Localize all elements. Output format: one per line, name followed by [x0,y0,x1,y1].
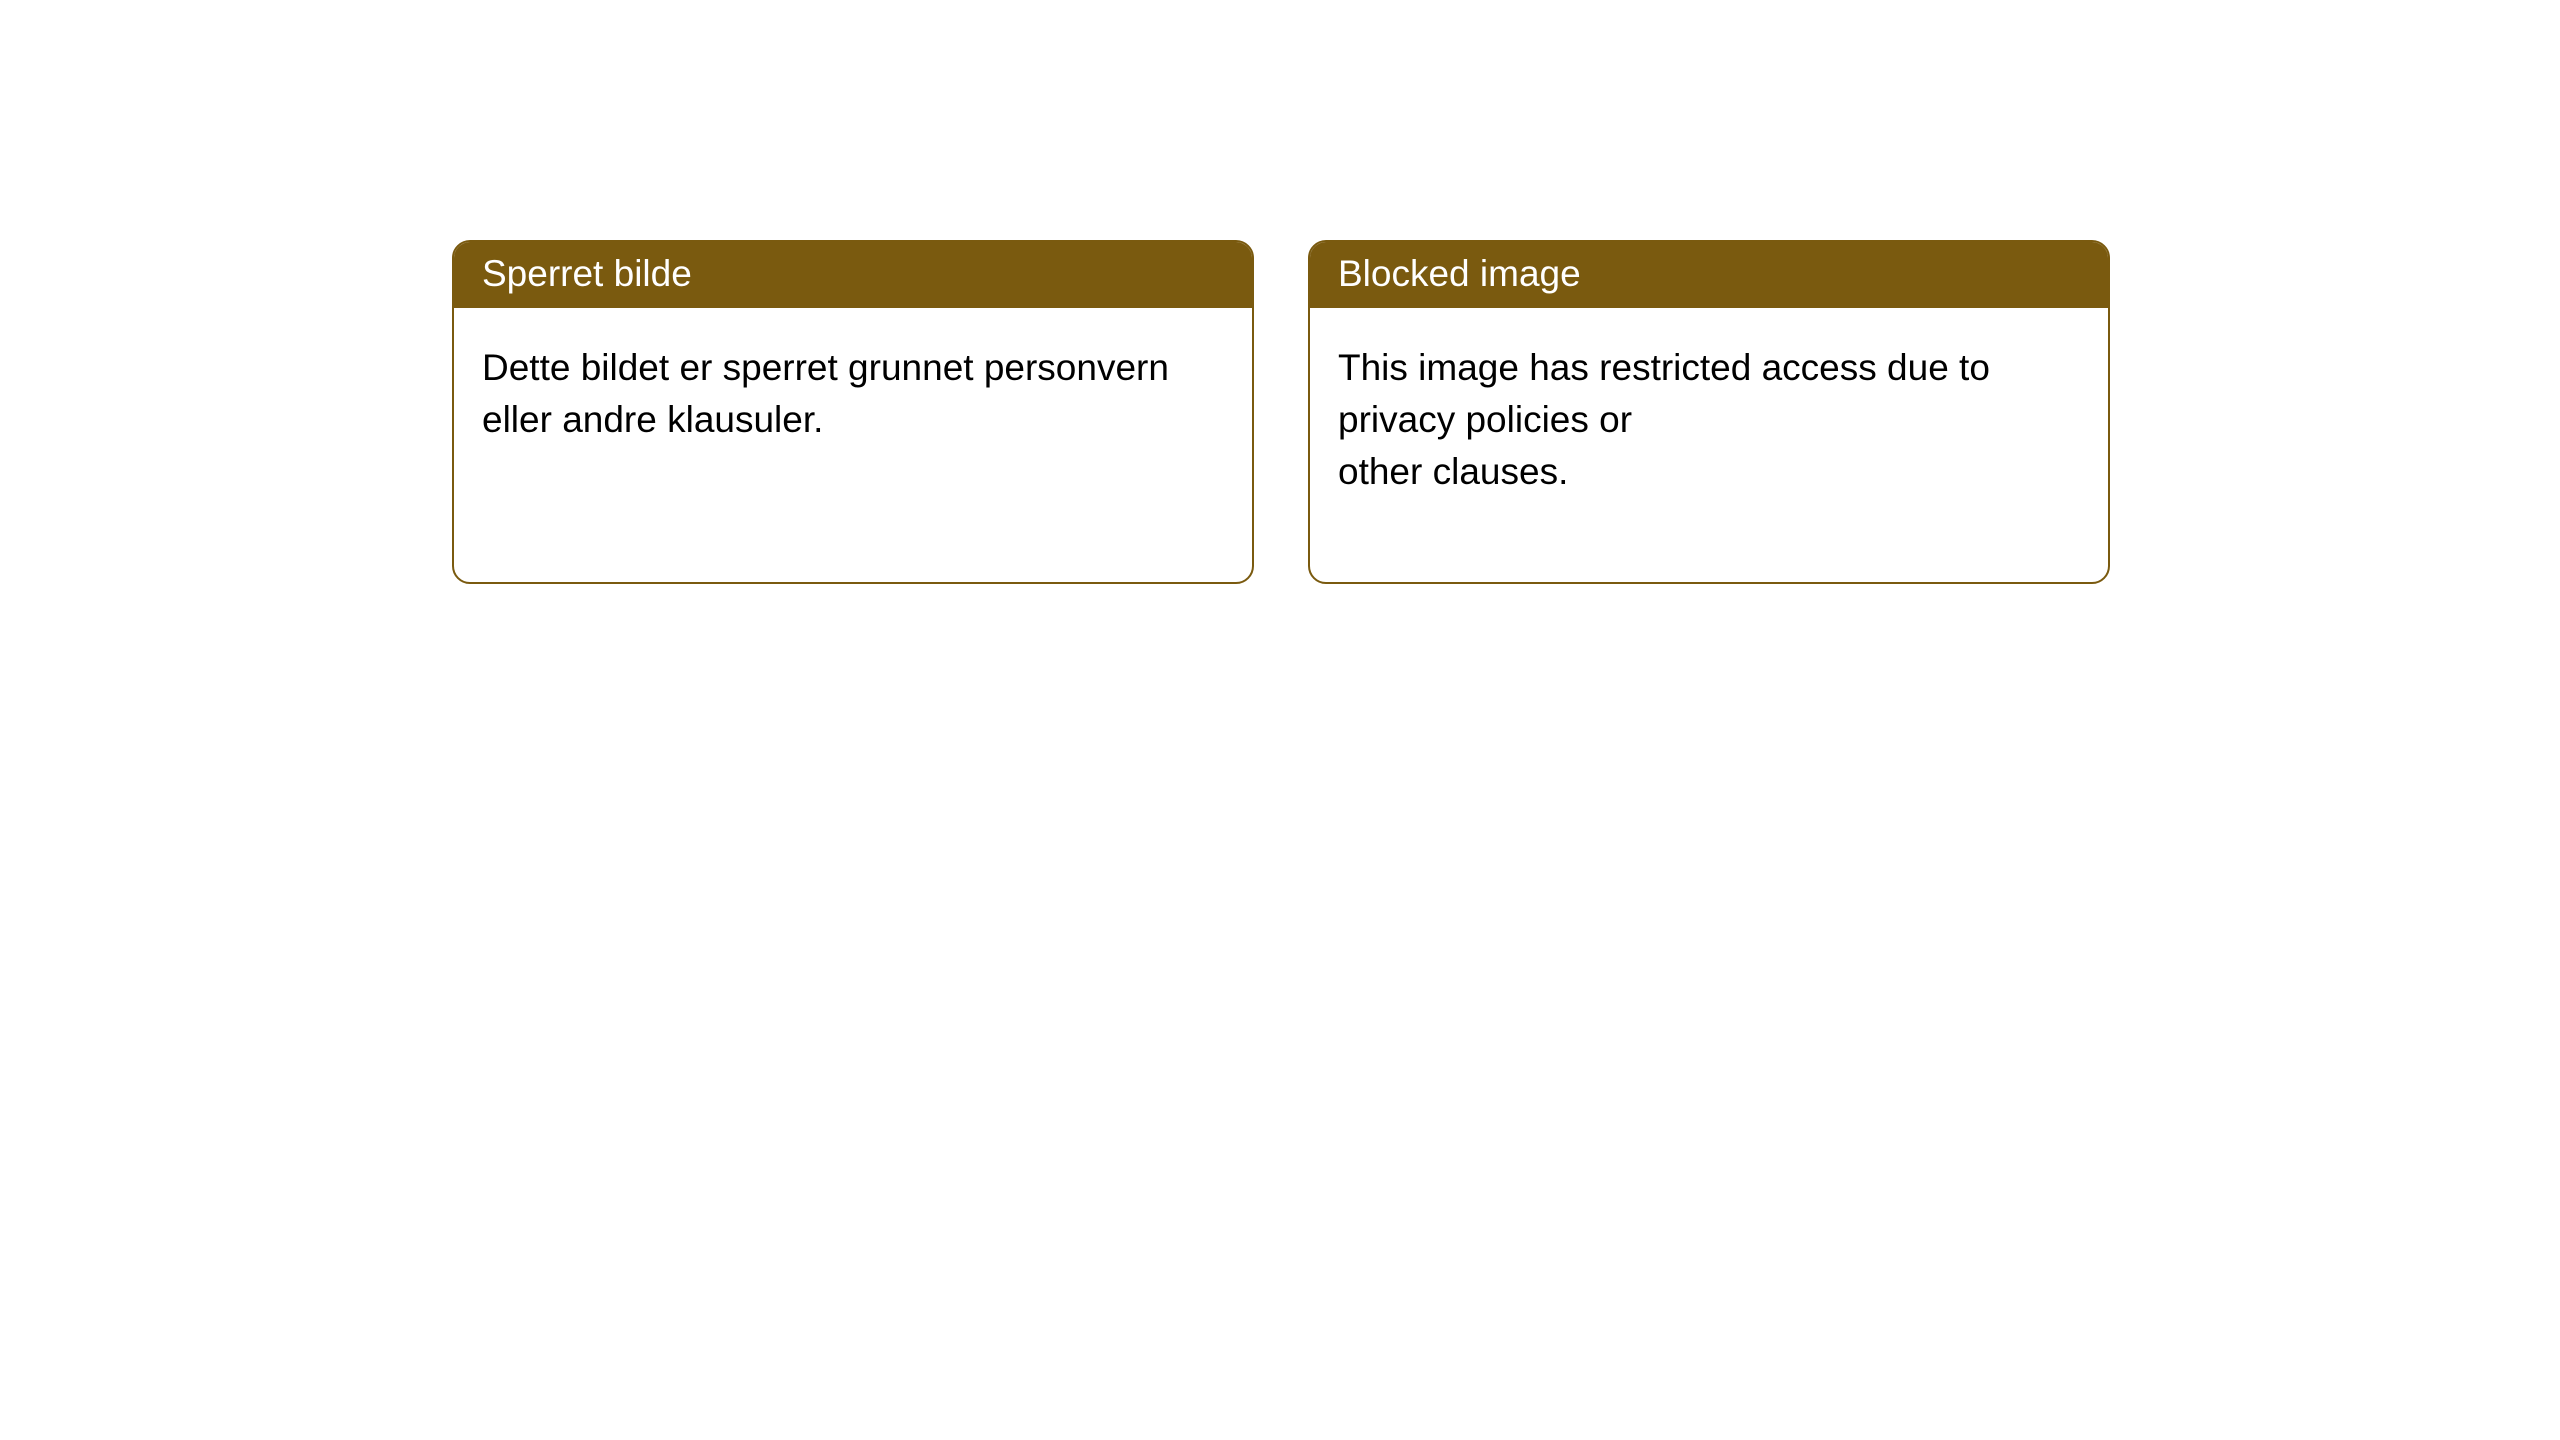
notice-card-english: Blocked image This image has restricted … [1308,240,2110,584]
notice-body-norwegian: Dette bildet er sperret grunnet personve… [454,308,1252,530]
notice-title-english: Blocked image [1310,242,2108,308]
notice-card-norwegian: Sperret bilde Dette bildet er sperret gr… [452,240,1254,584]
notice-title-norwegian: Sperret bilde [454,242,1252,308]
notice-body-english: This image has restricted access due to … [1310,308,2108,581]
notice-container: Sperret bilde Dette bildet er sperret gr… [0,0,2560,584]
